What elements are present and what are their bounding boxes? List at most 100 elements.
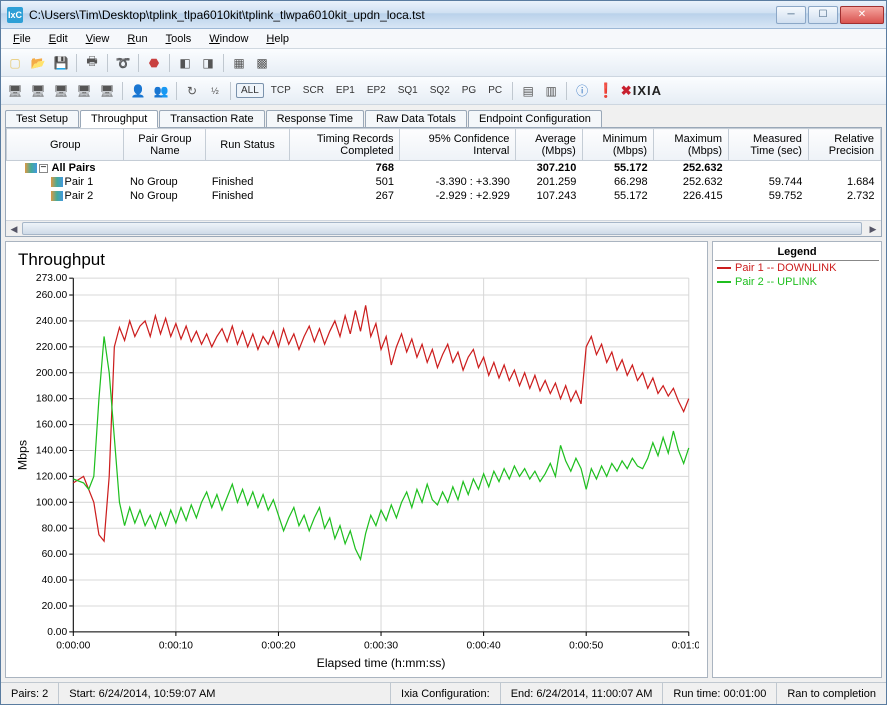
cell bbox=[206, 161, 289, 176]
refresh-icon[interactable]: ↻ bbox=[182, 81, 202, 101]
brand-area: ❗ ✖IXIA bbox=[597, 82, 662, 99]
menu-window[interactable]: Window bbox=[201, 31, 256, 47]
menu-run[interactable]: Run bbox=[119, 31, 155, 47]
menu-tools[interactable]: Tools bbox=[158, 31, 200, 47]
legend-label: Pair 1 -- DOWNLINK bbox=[735, 262, 836, 274]
svg-text:0:01:00: 0:01:00 bbox=[672, 640, 699, 651]
cell: No Group bbox=[124, 175, 206, 189]
info-icon[interactable]: ⓘ bbox=[572, 81, 592, 101]
tool-c-icon[interactable]: ▦ bbox=[229, 53, 249, 73]
device-c-icon[interactable]: 🖥 bbox=[51, 81, 71, 101]
col-header[interactable]: Run Status bbox=[206, 129, 289, 161]
title-bar: IxC C:\Users\Tim\Desktop\tplink_tlpa6010… bbox=[1, 1, 886, 29]
svg-text:0:00:40: 0:00:40 bbox=[467, 640, 501, 651]
window-controls: ─ ☐ ✕ bbox=[774, 6, 884, 24]
table-row[interactable]: Pair 1No GroupFinished501-3.390 : +3.390… bbox=[7, 175, 881, 189]
save-icon[interactable]: 💾 bbox=[51, 53, 71, 73]
filter-ep2-button[interactable]: EP2 bbox=[362, 83, 391, 98]
tool-a-icon[interactable]: ◧ bbox=[175, 53, 195, 73]
cell: 1.684 bbox=[808, 175, 880, 189]
tab-endpoint-configuration[interactable]: Endpoint Configuration bbox=[468, 110, 602, 127]
filter-sq1-button[interactable]: SQ1 bbox=[393, 83, 423, 98]
tab-test-setup[interactable]: Test Setup bbox=[5, 110, 79, 127]
svg-text:0:00:10: 0:00:10 bbox=[159, 640, 193, 651]
tab-transaction-rate[interactable]: Transaction Rate bbox=[159, 110, 264, 127]
toolbar-secondary: 🖥 🖥 🖥 🖥 🖥 👤 👥 ↻ ½ ALLTCPSCREP1EP2SQ1SQ2P… bbox=[1, 77, 886, 105]
filter-pc-button[interactable]: PC bbox=[483, 83, 507, 98]
col-header[interactable]: Average (Mbps) bbox=[516, 129, 582, 161]
print-icon[interactable]: 🖶 bbox=[82, 53, 102, 73]
status-runtime: Run time: 00:01:00 bbox=[663, 683, 777, 704]
chart-panel: Throughput 0.0020.0040.0060.0080.00100.0… bbox=[5, 241, 708, 678]
menu-file[interactable]: File bbox=[5, 31, 39, 47]
filter-pg-button[interactable]: PG bbox=[457, 83, 481, 98]
col-header[interactable]: Group bbox=[7, 129, 124, 161]
num-icon[interactable]: ½ bbox=[205, 81, 225, 101]
svg-text:20.00: 20.00 bbox=[42, 601, 68, 612]
col-header[interactable]: Minimum (Mbps) bbox=[582, 129, 653, 161]
cell: 55.172 bbox=[582, 189, 653, 203]
table-row[interactable]: Pair 2No GroupFinished267-2.929 : +2.929… bbox=[7, 189, 881, 203]
open-icon[interactable]: 📂 bbox=[28, 53, 48, 73]
cell: -2.929 : +2.929 bbox=[400, 189, 516, 203]
menu-edit[interactable]: Edit bbox=[41, 31, 76, 47]
maximize-button[interactable]: ☐ bbox=[808, 6, 838, 24]
menu-help[interactable]: Help bbox=[258, 31, 297, 47]
cell: Finished bbox=[206, 189, 289, 203]
results-table: GroupPair Group NameRun StatusTiming Rec… bbox=[6, 128, 881, 203]
legend-item[interactable]: Pair 1 -- DOWNLINK bbox=[715, 261, 879, 275]
menu-view[interactable]: View bbox=[78, 31, 118, 47]
svg-text:140.00: 140.00 bbox=[36, 446, 68, 457]
filter-all-button[interactable]: ALL bbox=[236, 83, 264, 98]
minimize-button[interactable]: ─ bbox=[776, 6, 806, 24]
col-header[interactable]: Maximum (Mbps) bbox=[654, 129, 729, 161]
cell bbox=[808, 161, 880, 176]
tab-response-time[interactable]: Response Time bbox=[266, 110, 364, 127]
device-d-icon[interactable]: 🖥 bbox=[74, 81, 94, 101]
table-row[interactable]: All Pairs768307.21055.172252.632 bbox=[7, 161, 881, 176]
device-e-icon[interactable]: 🖥 bbox=[97, 81, 117, 101]
tab-raw-data-totals[interactable]: Raw Data Totals bbox=[365, 110, 467, 127]
opt-b-icon[interactable]: ▥ bbox=[541, 81, 561, 101]
filter-scr-button[interactable]: SCR bbox=[298, 83, 329, 98]
user-a-icon[interactable]: 👤 bbox=[128, 81, 148, 101]
opt-a-icon[interactable]: ▤ bbox=[518, 81, 538, 101]
svg-text:40.00: 40.00 bbox=[42, 575, 68, 586]
device-b-icon[interactable]: 🖥 bbox=[28, 81, 48, 101]
legend-panel: Legend Pair 1 -- DOWNLINKPair 2 -- UPLIN… bbox=[712, 241, 882, 678]
svg-text:180.00: 180.00 bbox=[36, 394, 68, 405]
filter-sq2-button[interactable]: SQ2 bbox=[425, 83, 455, 98]
svg-text:0:00:30: 0:00:30 bbox=[364, 640, 398, 651]
filter-tcp-button[interactable]: TCP bbox=[266, 83, 296, 98]
status-pairs: Pairs: 2 bbox=[1, 683, 59, 704]
status-bar: Pairs: 2 Start: 6/24/2014, 10:59:07 AM I… bbox=[1, 682, 886, 704]
svg-text:100.00: 100.00 bbox=[36, 497, 68, 508]
svg-text:Mbps: Mbps bbox=[15, 440, 29, 470]
svg-text:120.00: 120.00 bbox=[36, 471, 68, 482]
col-header[interactable]: Relative Precision bbox=[808, 129, 880, 161]
filter-ep1-button[interactable]: EP1 bbox=[331, 83, 360, 98]
row-icon bbox=[51, 191, 63, 201]
tab-throughput[interactable]: Throughput bbox=[80, 110, 158, 128]
svg-text:200.00: 200.00 bbox=[36, 368, 68, 379]
collapse-icon[interactable] bbox=[39, 164, 48, 173]
col-header[interactable]: Pair Group Name bbox=[124, 129, 206, 161]
close-button[interactable]: ✕ bbox=[840, 6, 884, 24]
cell: 66.298 bbox=[582, 175, 653, 189]
cell: 59.744 bbox=[729, 175, 809, 189]
cell: 107.243 bbox=[516, 189, 582, 203]
stop-icon[interactable]: ⬣ bbox=[144, 53, 164, 73]
device-a-icon[interactable]: 🖥 bbox=[5, 81, 25, 101]
legend-item[interactable]: Pair 2 -- UPLINK bbox=[715, 275, 879, 289]
user-b-icon[interactable]: 👥 bbox=[151, 81, 171, 101]
table-h-scrollbar[interactable]: ◀ ▶ bbox=[6, 220, 881, 236]
svg-text:0.00: 0.00 bbox=[47, 627, 67, 638]
col-header[interactable]: Measured Time (sec) bbox=[729, 129, 809, 161]
run-icon[interactable]: ➰ bbox=[113, 53, 133, 73]
toolbar-primary: ▢ 📂 💾 🖶 ➰ ⬣ ◧ ◨ ▦ ▩ bbox=[1, 49, 886, 77]
new-icon[interactable]: ▢ bbox=[5, 53, 25, 73]
col-header[interactable]: 95% Confidence Interval bbox=[400, 129, 516, 161]
col-header[interactable]: Timing Records Completed bbox=[289, 129, 400, 161]
tool-b-icon[interactable]: ◨ bbox=[198, 53, 218, 73]
tool-d-icon[interactable]: ▩ bbox=[252, 53, 272, 73]
